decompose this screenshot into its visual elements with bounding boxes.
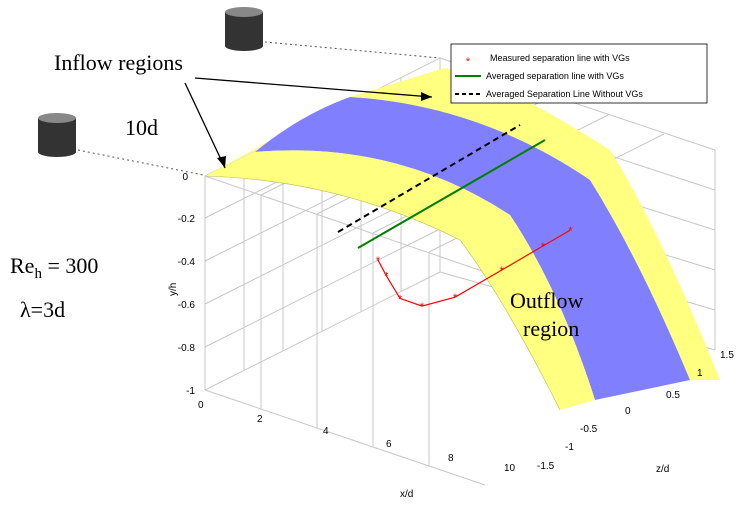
- y-tick-label: -0.2: [178, 214, 196, 225]
- y-axis-label: y/h: [168, 283, 179, 296]
- legend-box: [450, 43, 708, 104]
- measured-point-star-icon: *: [541, 241, 546, 253]
- arrowhead-icon: [421, 92, 432, 101]
- arrowhead-icon: [217, 156, 226, 168]
- legend-label: Averaged separation line with VGs: [486, 71, 624, 81]
- outflow-band: [255, 97, 690, 400]
- legend-item-averaged-with: Averaged separation line with VGs: [455, 71, 624, 81]
- x-tick-label: 4: [323, 426, 329, 437]
- x-axis-label: x/d: [400, 489, 413, 500]
- legend-item-averaged-without: Averaged Separation Line Without VGs: [455, 89, 643, 99]
- x-tick-label: 0: [198, 400, 204, 411]
- legend-marker-star-icon: *: [466, 56, 471, 68]
- measured-point-star-icon: *: [500, 265, 505, 277]
- dotted-leader-left: [77, 149, 209, 177]
- re-subscript: h: [34, 266, 42, 282]
- measured-point-star-icon: *: [420, 301, 425, 313]
- surface-edge-front: [204, 175, 561, 411]
- cylinder-icon-top: [225, 7, 263, 51]
- inflow-regions-label: Inflow regions: [54, 50, 183, 75]
- z-tick-label: -0.5: [580, 424, 598, 435]
- y-tick-label: -0.4: [178, 257, 196, 268]
- z-tick-label: 1: [697, 368, 703, 379]
- measured-point-star-icon: *: [384, 271, 389, 283]
- outflow-label-line2: region: [523, 316, 579, 341]
- inflow-band-front: [205, 150, 595, 410]
- cylinder-icon-left: [38, 113, 76, 157]
- outflow-label-line1: Outflow: [510, 288, 583, 313]
- re-value: = 300: [42, 253, 98, 278]
- measured-point-star-icon: *: [568, 225, 573, 237]
- x-tick-label: 2: [257, 414, 263, 425]
- reynolds-label: Reh = 300: [10, 253, 98, 282]
- re-base: Re: [10, 253, 34, 278]
- y-tick-label: 0: [182, 172, 188, 183]
- inflow-band-back: [205, 68, 720, 380]
- legend-item-measured: * Measured separation line with VGs: [466, 53, 630, 68]
- ten-d-label: 10d: [125, 115, 158, 140]
- measured-point-star-icon: *: [376, 255, 381, 267]
- y-tick-label: -0.8: [178, 343, 196, 354]
- surface: [204, 68, 720, 411]
- y-tick-label: -0.6: [178, 300, 196, 311]
- x-tick-label: 10: [504, 463, 516, 474]
- z-tick-label: 0: [625, 406, 631, 417]
- measured-point-star-icon: *: [398, 293, 403, 305]
- z-tick-label: 1.5: [720, 350, 734, 361]
- z-axis-label: z/d: [656, 464, 669, 475]
- x-tick-label: 6: [386, 439, 392, 450]
- measured-line-path: [377, 229, 571, 307]
- legend-label: Measured separation line with VGs: [490, 53, 630, 63]
- inflow-arrows: [184, 77, 433, 169]
- x-tick-label: 8: [448, 453, 454, 464]
- z-tick-label: -1.5: [537, 461, 555, 472]
- legend-label: Averaged Separation Line Without VGs: [486, 89, 643, 99]
- lambda-label: λ=3d: [20, 297, 65, 322]
- measured-point-star-icon: *: [453, 292, 458, 304]
- series-averaged-with-vgs: [357, 139, 546, 249]
- dotted-leader-top: [264, 41, 441, 59]
- y-tick-label: -1: [186, 386, 195, 397]
- series-measured-with-vgs: ********: [376, 225, 574, 313]
- z-tick-label: 0.5: [666, 390, 680, 401]
- legend: * Measured separation line with VGs Aver…: [450, 43, 708, 104]
- z-tick-label: -1: [565, 442, 574, 453]
- series-averaged-without-vgs: [337, 124, 521, 233]
